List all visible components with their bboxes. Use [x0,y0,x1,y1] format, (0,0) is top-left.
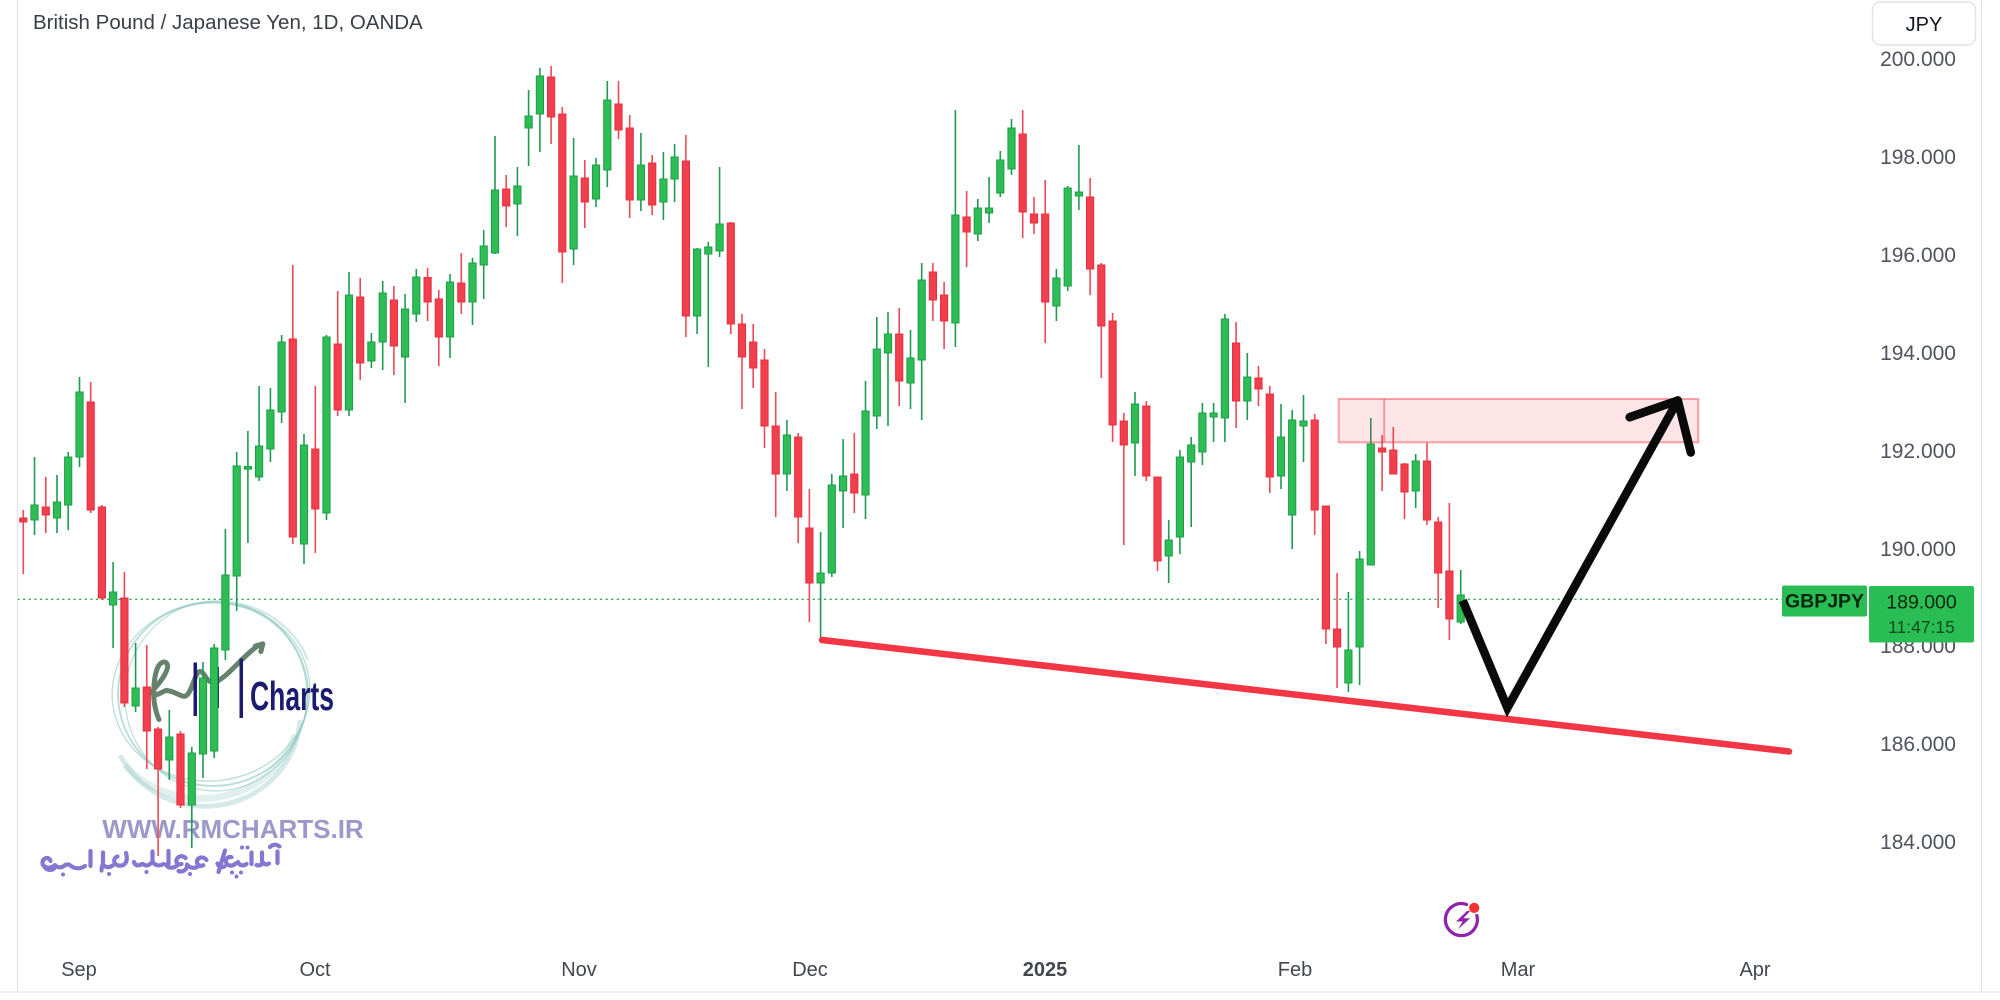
svg-text:189.000: 189.000 [1886,592,1957,614]
svg-text:Oct: Oct [299,959,331,981]
svg-text:Feb: Feb [1278,959,1312,981]
svg-text:192.000: 192.000 [1880,440,1956,463]
svg-text:194.000: 194.000 [1880,342,1956,365]
svg-text:184.000: 184.000 [1880,831,1956,854]
svg-text:British Pound / Japanese Yen,: British Pound / Japanese Yen, 1D, OANDA [33,11,423,34]
svg-text:11:47:15: 11:47:15 [1888,617,1955,637]
svg-text:GBPJPY: GBPJPY [1785,591,1864,613]
svg-text:JPY: JPY [1906,14,1943,36]
svg-text:196.000: 196.000 [1880,244,1956,267]
svg-text:Charts: Charts [250,673,334,719]
svg-text:Dec: Dec [792,959,828,981]
svg-text:Sep: Sep [61,959,97,981]
svg-text:200.000: 200.000 [1880,48,1956,71]
svg-text:Nov: Nov [561,959,597,981]
svg-text:Mar: Mar [1501,959,1536,981]
svg-text:190.000: 190.000 [1880,538,1956,561]
svg-text:2025: 2025 [1023,959,1068,981]
svg-text:198.000: 198.000 [1880,146,1956,169]
svg-text:WWW.RMCHARTS.IR: WWW.RMCHARTS.IR [102,814,364,844]
svg-text:186.000: 186.000 [1880,733,1956,756]
svg-text:Apr: Apr [1739,959,1770,981]
